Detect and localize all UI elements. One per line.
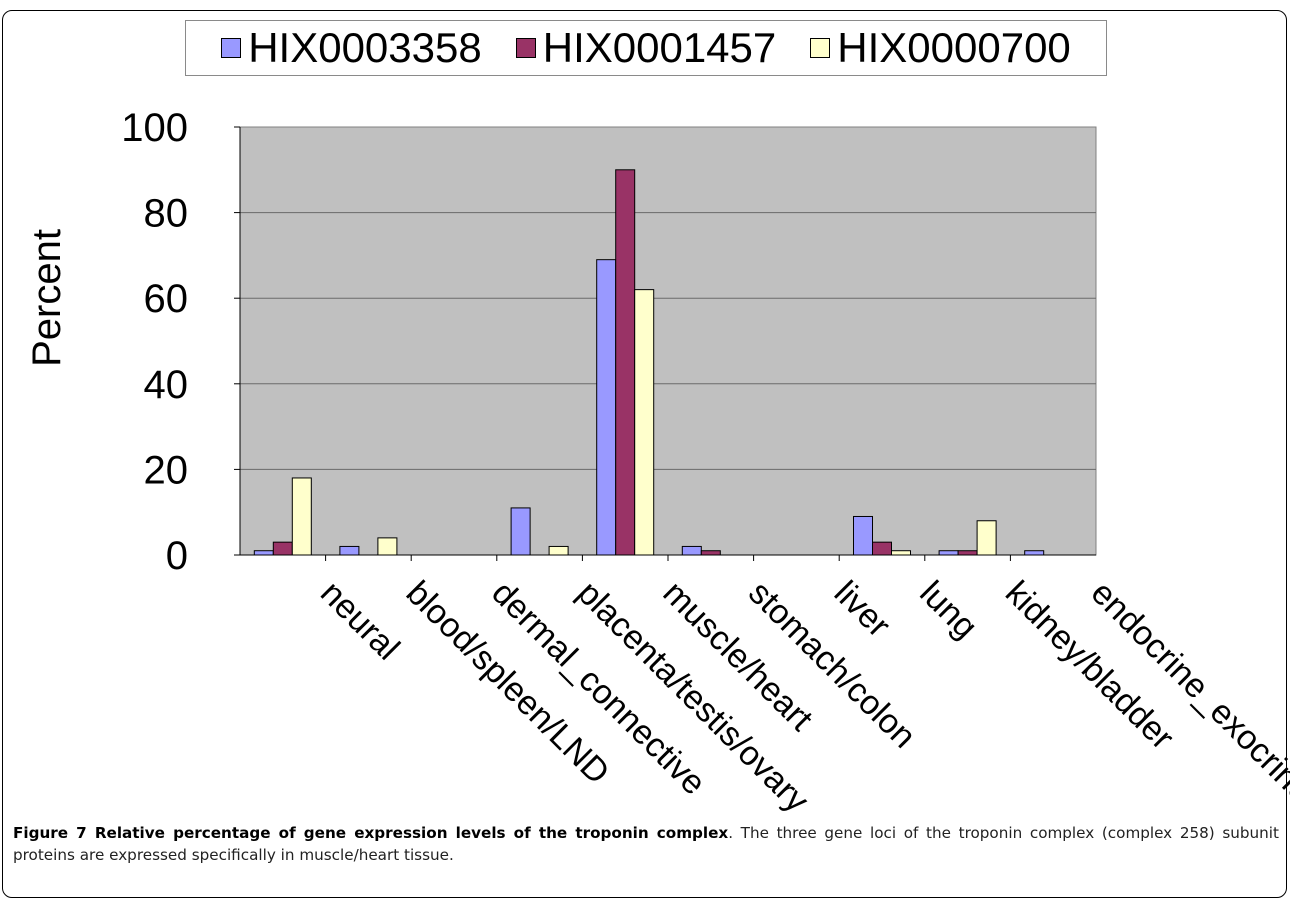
legend-item: HIX0000700 (810, 24, 1071, 72)
bar (339, 545, 360, 556)
x-tick-label: lung (912, 574, 984, 646)
legend-label: HIX0001457 (542, 24, 777, 71)
y-axis-label: Percent (25, 229, 69, 367)
bar (253, 550, 274, 556)
plot-area (239, 126, 1097, 556)
bar (872, 541, 892, 556)
legend-item: HIX0003358 (221, 24, 482, 72)
bar (957, 550, 978, 556)
figure-frame (2, 10, 1287, 898)
y-tick-label: 60 (144, 277, 189, 321)
bar (377, 537, 398, 556)
bar (291, 477, 312, 556)
legend-item: HIX0001457 (515, 24, 777, 72)
bar (272, 541, 293, 556)
bar (615, 169, 636, 556)
bar (891, 550, 911, 556)
bar (548, 545, 569, 556)
legend-swatch (810, 38, 831, 58)
caption-text: . The three gene loci of the troponin co… (13, 824, 1279, 864)
caption-title: Figure 7 Relative percentage of gene exp… (13, 824, 729, 842)
y-tick-label: 100 (121, 106, 188, 150)
figure-caption: Figure 7 Relative percentage of gene exp… (13, 822, 1279, 866)
bar (700, 550, 721, 556)
bar (634, 289, 655, 556)
y-tick-label: 20 (144, 448, 189, 492)
bar (1024, 550, 1045, 556)
legend-swatch (515, 38, 536, 58)
legend-label: HIX0003358 (248, 24, 482, 71)
y-tick-label: 40 (144, 363, 189, 407)
x-tick-label: neural (313, 574, 407, 668)
legend-label: HIX0000700 (837, 24, 1071, 71)
bar (681, 545, 702, 556)
bar (510, 507, 531, 556)
y-tick-label: 80 (144, 192, 189, 236)
bar (596, 259, 617, 556)
y-tick-label: 0 (166, 534, 188, 578)
bar-chart: Percent 020406080100neuralblood/spleen/L… (25, 106, 1290, 820)
x-tick-label: liver (827, 574, 898, 645)
chart-legend: HIX0003358 HIX0001457 HIX0000700 (185, 20, 1107, 76)
legend-swatch (221, 38, 242, 58)
bar (976, 520, 997, 556)
bar (853, 515, 873, 556)
bar (938, 550, 959, 556)
